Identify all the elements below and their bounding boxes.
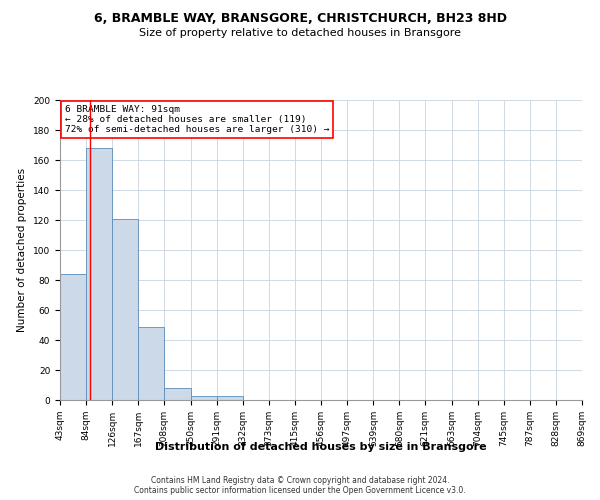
Y-axis label: Number of detached properties: Number of detached properties	[17, 168, 28, 332]
Text: 6 BRAMBLE WAY: 91sqm
← 28% of detached houses are smaller (119)
72% of semi-deta: 6 BRAMBLE WAY: 91sqm ← 28% of detached h…	[65, 104, 330, 134]
Text: Size of property relative to detached houses in Bransgore: Size of property relative to detached ho…	[139, 28, 461, 38]
Bar	[60, 274, 86, 400]
Text: 6, BRAMBLE WAY, BRANSGORE, CHRISTCHURCH, BH23 8HD: 6, BRAMBLE WAY, BRANSGORE, CHRISTCHURCH,…	[94, 12, 506, 26]
Bar	[191, 396, 217, 400]
Text: Distribution of detached houses by size in Bransgore: Distribution of detached houses by size …	[155, 442, 487, 452]
Bar	[164, 388, 191, 400]
Bar	[217, 396, 242, 400]
Bar	[86, 148, 112, 400]
Bar	[112, 218, 139, 400]
Bar	[139, 326, 164, 400]
Text: Contains HM Land Registry data © Crown copyright and database right 2024.
Contai: Contains HM Land Registry data © Crown c…	[134, 476, 466, 495]
